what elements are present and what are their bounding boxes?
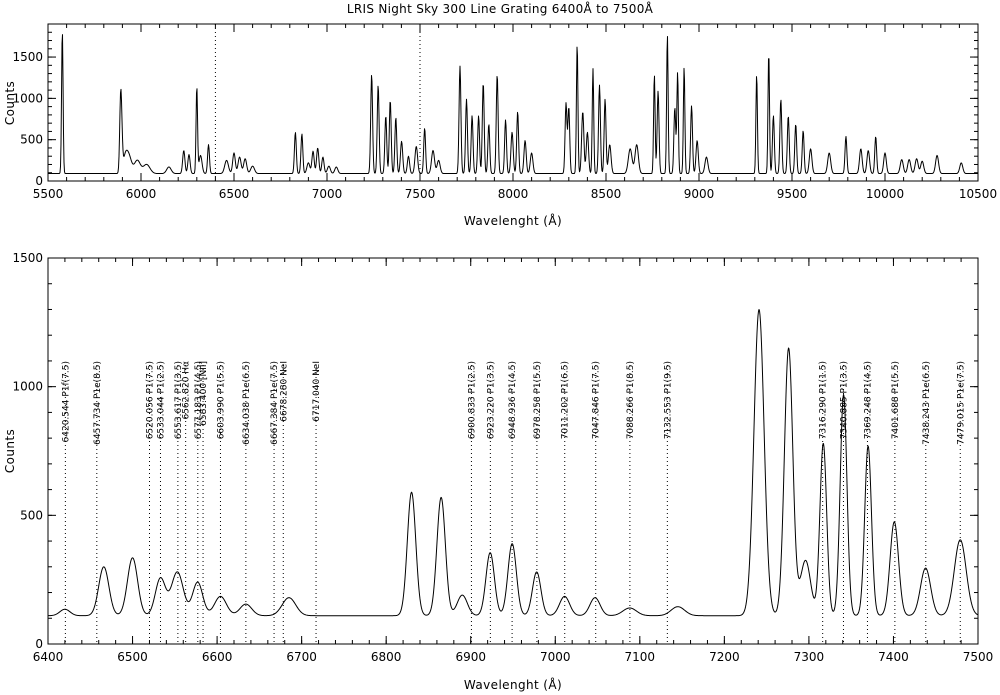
overview-spectrum-line [48, 34, 978, 175]
line-id-label: 6533.044 P1(2.5) [157, 361, 167, 439]
line-id-label: 6457.734 P1e(8.5) [93, 361, 103, 445]
line-id-label: 6520.056 P1(7.5) [146, 361, 156, 439]
line-id-label: 7401.688 P1(5.5) [891, 361, 901, 439]
line-id-label: 7132.553 P1(9.5) [663, 361, 673, 439]
line-id-label: 6603.990 P1(5.5) [217, 361, 227, 439]
x-tick-label: 7100 [625, 650, 656, 664]
x-tick-label: 7000 [312, 187, 343, 201]
x-tick-label: 6800 [371, 650, 402, 664]
chart-title: LRIS Night Sky 300 Line Grating 6400Å to… [347, 1, 654, 16]
overview-plot-frame [47, 23, 979, 182]
x-tick-label: 6500 [219, 187, 250, 201]
x-tick-label: 10500 [959, 187, 997, 201]
line-id-label: 6948.936 P1(4.5) [508, 361, 518, 439]
line-id-label: 6923.220 P1(3.5) [486, 361, 496, 439]
line-id-label: 7316.290 P1(1.5) [819, 361, 829, 439]
line-id-label: 7479.015 P1e(7.5) [956, 361, 966, 445]
line-id-label: 6717.040 NeI [312, 361, 322, 422]
x-tick-label: 8500 [591, 187, 622, 201]
line-id-label: 7047.846 P1(7.5) [592, 361, 602, 439]
x-tick-label: 6500 [117, 650, 148, 664]
zoom-y-axis-label: Counts [3, 429, 17, 473]
x-tick-label: 7300 [794, 650, 825, 664]
x-tick-label: 6000 [126, 187, 157, 201]
line-id-label: 6583.400 [NII] [199, 361, 209, 426]
x-tick-label: 6700 [286, 650, 317, 664]
x-tick-label: 7500 [963, 650, 994, 664]
line-id-label: 6634.038 P1e(6.5) [242, 361, 252, 445]
line-id-label: 6577.183 P1(4.5) [194, 361, 204, 439]
line-id-label: 7438.243 P1e(6.5) [922, 361, 932, 445]
zoom-x-axis-label: Wavelenght (Å) [464, 677, 562, 692]
line-id-label: 6900.833 P1(2.5) [467, 361, 477, 439]
x-tick-label: 7000 [540, 650, 571, 664]
zoom-panel: 6420.544 P1f(7.5) 6457.734 P1e(8.5) 6520.0… [3, 251, 993, 692]
x-tick-label: 9500 [777, 187, 808, 201]
y-tick-label: 0 [35, 637, 43, 651]
line-id-label: 6667.384 P1e(7.5) [270, 361, 280, 445]
line-id-label: 6978.258 P1(5.5) [533, 361, 543, 439]
overview-x-axis-label: Wavelenght (Å) [464, 213, 562, 228]
x-tick-label: 5500 [33, 187, 64, 201]
x-tick-label: 8000 [498, 187, 529, 201]
line-id-label: 6562.820 Hα [182, 361, 192, 420]
x-tick-label: 10000 [866, 187, 904, 201]
x-tick-label: 7200 [709, 650, 740, 664]
overview-range-markers [214, 24, 421, 181]
y-tick-label: 1500 [12, 251, 43, 265]
y-tick-label: 500 [20, 133, 43, 147]
y-tick-label: 1000 [12, 91, 43, 105]
line-id-label: 6553.617 P1(3.5) [174, 361, 184, 439]
line-id-label: 7088.266 P1(8.5) [626, 361, 636, 439]
y-tick-label: 0 [35, 174, 43, 188]
zoom-spectrum-line [47, 308, 979, 617]
y-tick-label: 1000 [12, 380, 43, 394]
overview-panel: 5500 6000 6500 7000 7500 8000 8500 9000 9500 1000… [3, 23, 997, 228]
line-id-label: 6678.280 NeI [279, 361, 289, 422]
x-tick-label: 6900 [455, 650, 486, 664]
x-tick-label: 7400 [878, 650, 909, 664]
line-id-label: 7011.202 P1(6.5) [561, 361, 571, 439]
line-id-label: 6420.544 P1f(7.5) [61, 361, 71, 442]
y-tick-label: 500 [20, 508, 43, 522]
overview-ticks: 5500 6000 6500 7000 7500 8000 8500 9000 9500 1000… [12, 23, 997, 201]
x-tick-label: 7500 [405, 187, 436, 201]
x-tick-label: 6400 [33, 650, 64, 664]
overview-y-axis-label: Counts [3, 81, 17, 125]
y-tick-label: 1500 [12, 50, 43, 64]
line-id-label: 7369.248 P1(4.5) [864, 361, 874, 439]
x-tick-label: 6600 [202, 650, 233, 664]
zoom-plot-frame [47, 257, 979, 645]
zoom-ticks: 6400 6500 6600 6700 6800 6900 7000 7100 7200 7300… [12, 251, 993, 664]
x-tick-label: 9000 [684, 187, 715, 201]
